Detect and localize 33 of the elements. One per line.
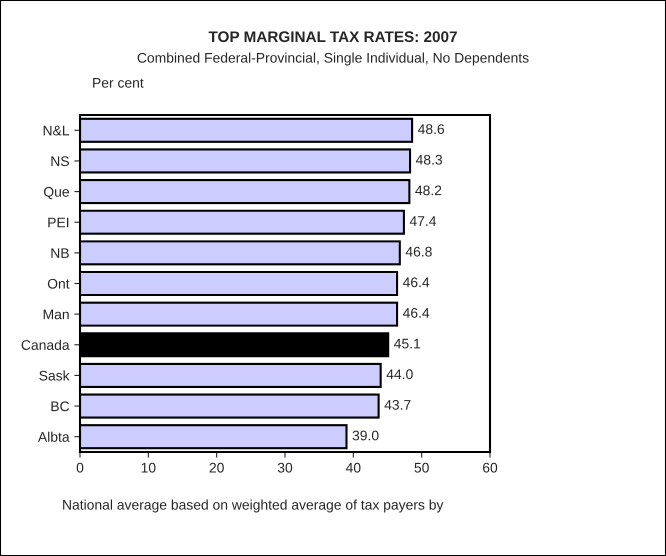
data-label: 46.4: [402, 277, 430, 288]
data-label: 44.0: [386, 369, 413, 380]
y-tick-label: NS: [51, 156, 69, 166]
y-tick-label: Ont: [48, 278, 70, 289]
data-label: 39.0: [352, 430, 379, 440]
y-tick-label: Man: [44, 310, 69, 320]
x-tick-label: 50: [414, 462, 429, 473]
y-tick-label: Albta: [38, 432, 70, 442]
x-tick-label: 40: [346, 462, 361, 473]
data-label: 48.2: [415, 185, 442, 196]
x-tick-label: 60: [482, 462, 498, 473]
x-tick-label: 0: [76, 462, 84, 473]
x-tick-label: 30: [278, 462, 292, 473]
y-tick-label: N&L: [44, 126, 70, 136]
y-tick-label: Sask: [39, 370, 70, 381]
text: National average based on weighted average of tax payers by: [63, 500, 444, 512]
data-label: 45.1: [394, 338, 420, 348]
data-label: 48.6: [418, 124, 444, 134]
text: Per cent: [93, 78, 144, 88]
y-tick-label: Canada: [22, 340, 70, 350]
y-tick-label: Que: [44, 186, 69, 200]
data-label: 43.7: [384, 400, 411, 410]
data-label: 47.4: [410, 216, 436, 226]
y-tick-label: BC: [51, 401, 70, 412]
data-label: 46.8: [406, 246, 432, 257]
chart-subtitle: Combined Federal-Provincial, Single Individual, No Dependents: [138, 52, 529, 66]
data-label: 46.4: [402, 308, 430, 318]
x-tick-label: 20: [210, 462, 224, 473]
y-tick-label: NB: [51, 248, 69, 258]
chart-title: TOP MARGINAL TAX RATES: 2007: [208, 31, 457, 42]
y-tick-label: PEI: [48, 218, 68, 228]
x-tick-label: 10: [142, 462, 156, 473]
data-label: 48.3: [416, 154, 442, 165]
